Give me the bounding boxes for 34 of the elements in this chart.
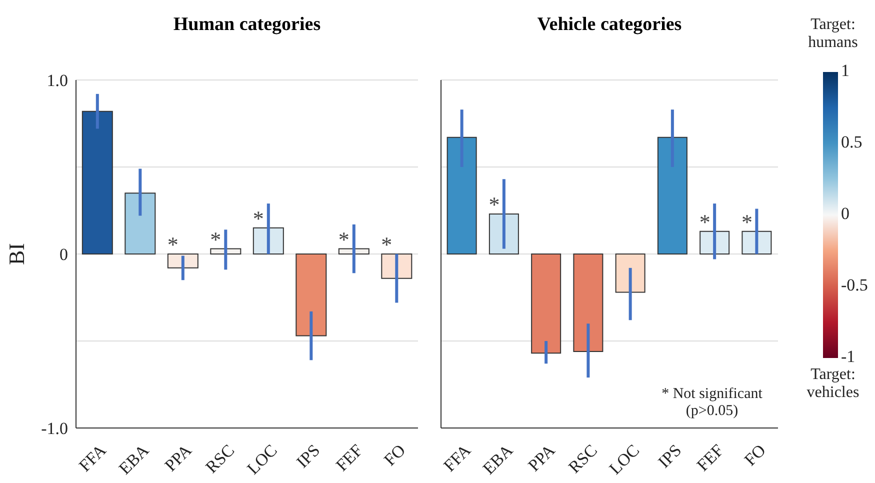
annotation: * [338, 226, 350, 252]
y-tick-label: 0 [60, 245, 68, 264]
color-bar-label: 0.5 [841, 132, 862, 152]
y-tick-label: -1.0 [41, 419, 68, 438]
x-tick-label: FFA [440, 440, 476, 476]
color-bar-label: -0.5 [841, 275, 868, 294]
annotation: * [741, 209, 752, 234]
annotation: * [167, 232, 178, 257]
x-tick-label: PPA [524, 440, 560, 476]
annotation: * [210, 226, 222, 252]
annotation: * [252, 206, 264, 231]
x-tick-label: EBA [115, 440, 154, 478]
x-tick-label: FEF [693, 440, 728, 475]
chart-title: Vehicle categories [536, 14, 683, 36]
color-bar-label: -1 [841, 346, 856, 366]
x-tick-label: FO [740, 440, 770, 470]
annotation: * [381, 232, 392, 257]
chart-title: Human categories [172, 14, 322, 36]
x-tick-label: FFA [75, 440, 110, 476]
color-bar-label: 0 [841, 204, 850, 223]
color-bar-title: Target: humans [807, 16, 859, 52]
x-tick-label: IPS [292, 440, 324, 472]
color-bar-label: 1 [841, 60, 850, 80]
x-tick-label: FO [380, 440, 410, 470]
y-tick-label: 1.0 [46, 71, 68, 90]
y-axis-title: BI [4, 243, 29, 265]
annotation: * [488, 192, 500, 217]
x-tick-label: PPA [160, 440, 196, 476]
x-tick-label: IPS [654, 440, 686, 472]
annotation: * Not significant (p>0.05) [660, 386, 764, 420]
text: Target: vehicles [806, 366, 860, 402]
annotation: * [699, 209, 710, 234]
x-tick-label: FEF [332, 440, 366, 475]
x-tick-label: EBA [479, 440, 518, 478]
